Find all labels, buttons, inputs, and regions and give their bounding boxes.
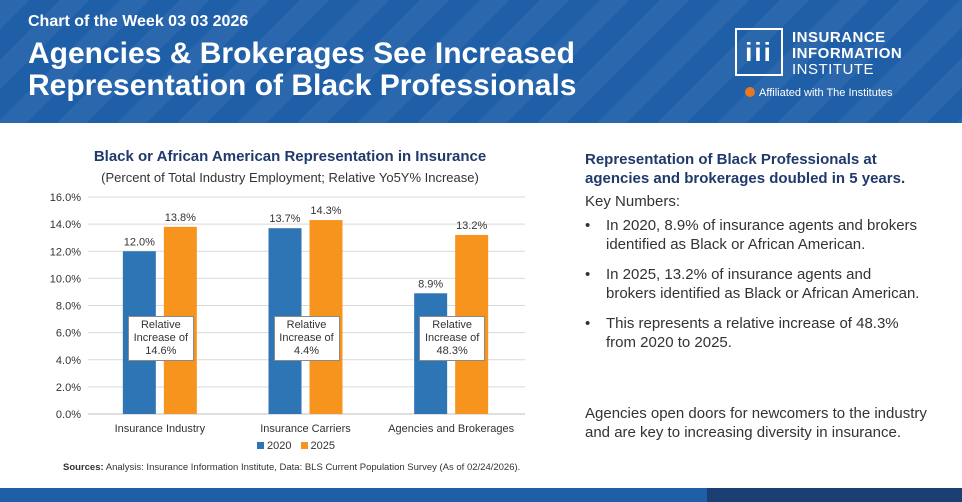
y-tick-label: 10.0%: [50, 273, 81, 285]
annotation-line: 4.4%: [293, 345, 320, 357]
y-tick-label: 4.0%: [56, 355, 81, 367]
closing-text: Agencies open doors for newcomers to the…: [585, 405, 927, 441]
chart-subtitle: (Percent of Total Industry Employment; R…: [101, 170, 479, 185]
page-title: Agencies & Brokerages See Increased Repr…: [28, 38, 668, 102]
legend-swatch-2025: [300, 442, 308, 449]
list-item: In 2025, 13.2% of insurance agents and b…: [585, 265, 925, 303]
chart-title: Black or African American Representation…: [93, 148, 487, 165]
list-item: This represents a relative increase of 4…: [585, 314, 925, 352]
data-label: 8.9%: [418, 278, 443, 290]
logo-line-3: INSTITUTE: [792, 61, 874, 78]
legend-swatch-2020: [257, 442, 264, 449]
logo-mark: iii: [745, 37, 773, 67]
y-tick-label: 0.0%: [56, 409, 81, 421]
logo-line-2: INFORMATION: [792, 45, 903, 62]
annotation-line: Relative: [286, 319, 327, 331]
annotation-line: 48.3%: [436, 345, 468, 357]
x-tick-label: Insurance Industry: [115, 423, 206, 435]
relative-increase-annotation: Relative Increase of 4.4%: [273, 316, 340, 361]
title-line-1: Agencies & Brokerages See Increased: [28, 37, 575, 70]
footer-band-dark: [707, 488, 962, 502]
y-tick-label: 12.0%: [50, 246, 81, 258]
source-text: Analysis: Insurance Information Institut…: [105, 462, 521, 473]
annotation-line: Increase of: [133, 332, 189, 344]
annotation-line: 14.6%: [145, 345, 177, 357]
logo-line-1: INSURANCE: [792, 29, 886, 46]
logo-text: INSURANCE INFORMATION INSTITUTE: [792, 30, 902, 78]
relative-increase-annotation: Relative Increase of 14.6%: [127, 316, 194, 361]
x-tick-label: Agencies and Brokerages: [388, 423, 514, 435]
legend-label-2020: 2020: [267, 440, 292, 452]
institutes-icon: [745, 87, 755, 97]
header-banner: Chart of the Week 03 03 2026 Agencies & …: [0, 0, 962, 123]
y-tick-label: 6.0%: [56, 328, 81, 340]
data-label: 13.8%: [165, 212, 196, 224]
affiliation-text: Affiliated with The Institutes: [759, 87, 893, 99]
source-label: Sources:: [63, 462, 104, 473]
annotation-line: Relative: [140, 319, 181, 331]
title-line-2: Representation of Black Professionals: [28, 69, 577, 102]
iii-logo-icon: iii: [735, 28, 783, 76]
data-label: 14.3%: [310, 205, 341, 217]
affiliation: Affiliated with The Institutes: [745, 87, 893, 99]
annotation-line: Relative: [432, 319, 473, 331]
legend-label-2025: 2025: [310, 440, 336, 452]
y-tick-label: 14.0%: [50, 219, 81, 231]
list-item: In 2020, 8.9% of insurance agents and br…: [585, 216, 925, 254]
y-tick-label: 2.0%: [56, 382, 81, 394]
annotation-line: Increase of: [279, 332, 334, 344]
panel-heading: Representation of Black Professionals at…: [585, 151, 906, 187]
data-label: 12.0%: [124, 236, 155, 248]
annotation-line: Increase of: [424, 332, 480, 344]
data-label: 13.2%: [456, 220, 487, 232]
key-numbers-label: Key Numbers:: [585, 193, 681, 210]
source-note: Sources: Analysis: Insurance Information…: [63, 462, 520, 473]
chart-legend: 2020 2025: [255, 440, 335, 452]
y-tick-label: 16.0%: [50, 192, 81, 204]
x-tick-label: Insurance Carriers: [260, 423, 351, 435]
chart-of-the-week-label: Chart of the Week 03 03 2026: [28, 13, 249, 30]
y-tick-label: 8.0%: [56, 301, 81, 313]
data-label: 13.7%: [269, 213, 300, 225]
key-numbers-list: In 2020, 8.9% of insurance agents and br…: [585, 216, 925, 363]
relative-increase-annotation: Relative Increase of 48.3%: [419, 316, 486, 361]
